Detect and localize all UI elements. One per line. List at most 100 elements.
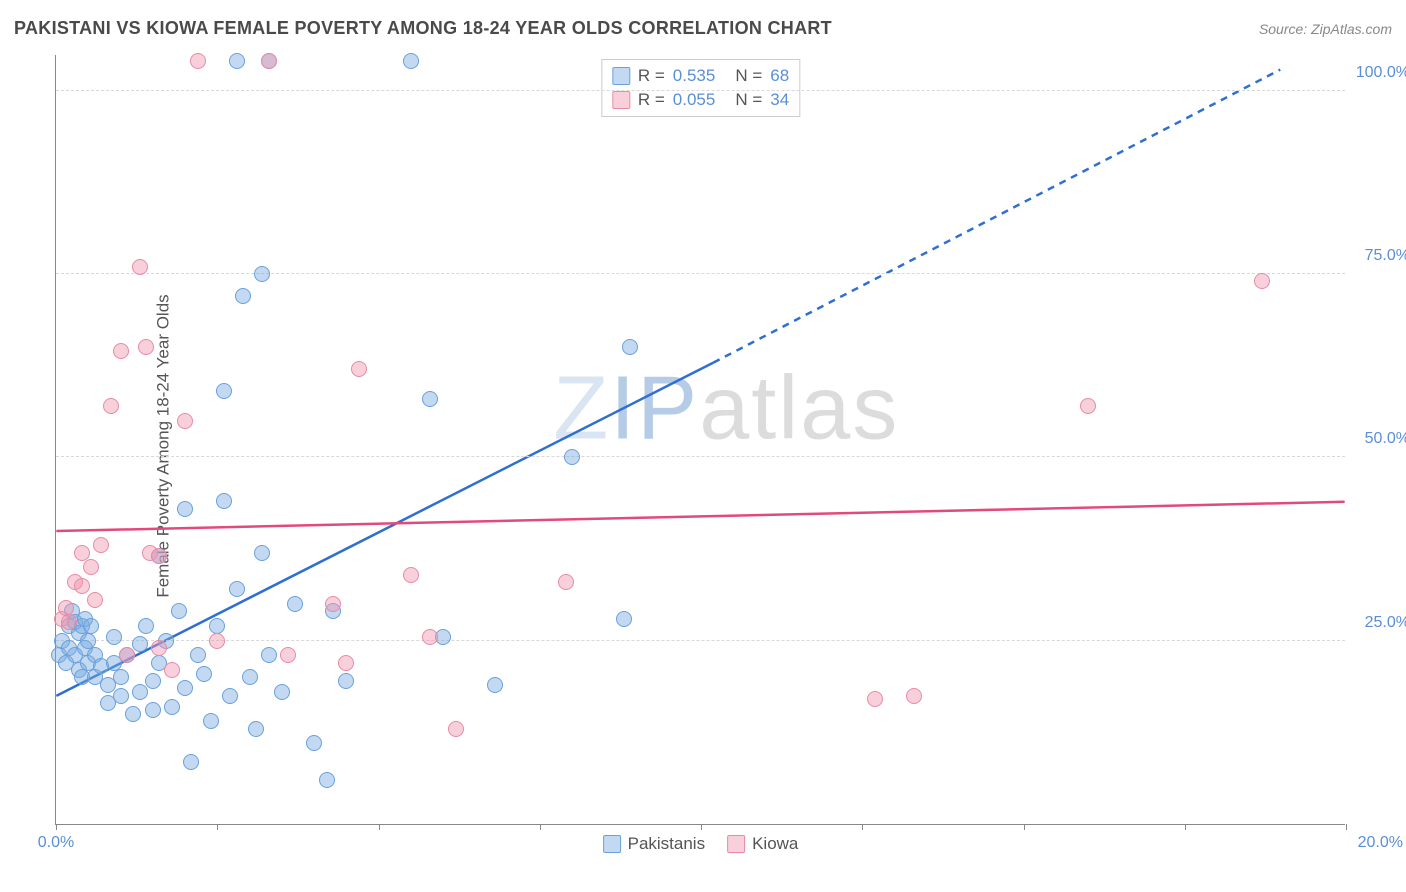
gridline bbox=[56, 640, 1345, 641]
legend-item-kiowa: Kiowa bbox=[727, 834, 798, 854]
data-point bbox=[145, 673, 161, 689]
data-point bbox=[151, 548, 167, 564]
swatch-kiowa bbox=[727, 835, 745, 853]
data-point bbox=[87, 592, 103, 608]
x-tick-label: 20.0% bbox=[1358, 834, 1403, 852]
data-point bbox=[351, 361, 367, 377]
x-tick bbox=[56, 824, 57, 830]
gridline bbox=[56, 456, 1345, 457]
data-point bbox=[164, 699, 180, 715]
data-point bbox=[183, 754, 199, 770]
data-point bbox=[177, 501, 193, 517]
x-tick bbox=[1346, 824, 1347, 830]
data-point bbox=[906, 688, 922, 704]
data-point bbox=[209, 618, 225, 634]
data-point bbox=[867, 691, 883, 707]
legend-item-pakistanis: Pakistanis bbox=[603, 834, 705, 854]
data-point bbox=[209, 633, 225, 649]
data-point bbox=[248, 721, 264, 737]
x-tick bbox=[862, 824, 863, 830]
data-point bbox=[80, 633, 96, 649]
data-point bbox=[261, 53, 277, 69]
swatch-pakistanis bbox=[612, 67, 630, 85]
data-point bbox=[280, 647, 296, 663]
legend-bottom: Pakistanis Kiowa bbox=[603, 834, 799, 854]
data-point bbox=[222, 688, 238, 704]
chart-title: PAKISTANI VS KIOWA FEMALE POVERTY AMONG … bbox=[14, 18, 832, 39]
x-tick bbox=[379, 824, 380, 830]
data-point bbox=[242, 669, 258, 685]
data-point bbox=[403, 53, 419, 69]
data-point bbox=[132, 636, 148, 652]
data-point bbox=[190, 53, 206, 69]
stats-legend-box: R = 0.535 N = 68 R = 0.055 N = 34 bbox=[601, 59, 800, 117]
data-point bbox=[558, 574, 574, 590]
data-point bbox=[119, 647, 135, 663]
stats-n-label: N = bbox=[735, 90, 762, 110]
data-point bbox=[1254, 273, 1270, 289]
stats-r-label: R = bbox=[638, 90, 665, 110]
data-point bbox=[216, 383, 232, 399]
data-point bbox=[177, 413, 193, 429]
y-tick-label: 25.0% bbox=[1365, 614, 1406, 632]
data-point bbox=[113, 669, 129, 685]
data-point bbox=[113, 688, 129, 704]
data-point bbox=[254, 545, 270, 561]
legend-label: Kiowa bbox=[752, 834, 798, 854]
x-tick bbox=[1185, 824, 1186, 830]
plot-area: ZIPatlas R = 0.535 N = 68 R = 0.055 N = … bbox=[55, 55, 1345, 825]
x-tick bbox=[540, 824, 541, 830]
data-point bbox=[274, 684, 290, 700]
data-point bbox=[616, 611, 632, 627]
data-point bbox=[487, 677, 503, 693]
data-point bbox=[338, 655, 354, 671]
data-point bbox=[254, 266, 270, 282]
stats-r-value: 0.055 bbox=[673, 90, 716, 110]
data-point bbox=[287, 596, 303, 612]
x-tick bbox=[1024, 824, 1025, 830]
data-point bbox=[61, 614, 77, 630]
data-point bbox=[261, 647, 277, 663]
data-point bbox=[83, 618, 99, 634]
data-point bbox=[164, 662, 180, 678]
data-point bbox=[1080, 398, 1096, 414]
data-point bbox=[190, 647, 206, 663]
data-point bbox=[422, 391, 438, 407]
data-point bbox=[132, 684, 148, 700]
data-point bbox=[216, 493, 232, 509]
data-point bbox=[203, 713, 219, 729]
x-tick bbox=[701, 824, 702, 830]
y-tick-label: 50.0% bbox=[1365, 430, 1406, 448]
data-point bbox=[564, 449, 580, 465]
data-point bbox=[229, 53, 245, 69]
data-point bbox=[325, 596, 341, 612]
stats-r-value: 0.535 bbox=[673, 66, 716, 86]
legend-label: Pakistanis bbox=[628, 834, 705, 854]
data-point bbox=[403, 567, 419, 583]
stats-row-kiowa: R = 0.055 N = 34 bbox=[612, 88, 789, 112]
data-point bbox=[338, 673, 354, 689]
gridline bbox=[56, 273, 1345, 274]
data-point bbox=[229, 581, 245, 597]
data-point bbox=[132, 259, 148, 275]
stats-r-label: R = bbox=[638, 66, 665, 86]
data-point bbox=[138, 618, 154, 634]
data-point bbox=[196, 666, 212, 682]
y-tick-label: 75.0% bbox=[1365, 247, 1406, 265]
data-point bbox=[106, 629, 122, 645]
data-point bbox=[74, 545, 90, 561]
trend-lines bbox=[56, 55, 1345, 824]
data-point bbox=[422, 629, 438, 645]
data-point bbox=[306, 735, 322, 751]
x-tick bbox=[217, 824, 218, 830]
swatch-kiowa bbox=[612, 91, 630, 109]
data-point bbox=[171, 603, 187, 619]
gridline bbox=[56, 90, 1345, 91]
x-tick-label: 0.0% bbox=[38, 834, 74, 852]
data-point bbox=[235, 288, 251, 304]
stats-n-label: N = bbox=[735, 66, 762, 86]
data-point bbox=[74, 578, 90, 594]
watermark: ZIPatlas bbox=[553, 357, 899, 460]
data-point bbox=[151, 640, 167, 656]
stats-n-value: 34 bbox=[770, 90, 789, 110]
